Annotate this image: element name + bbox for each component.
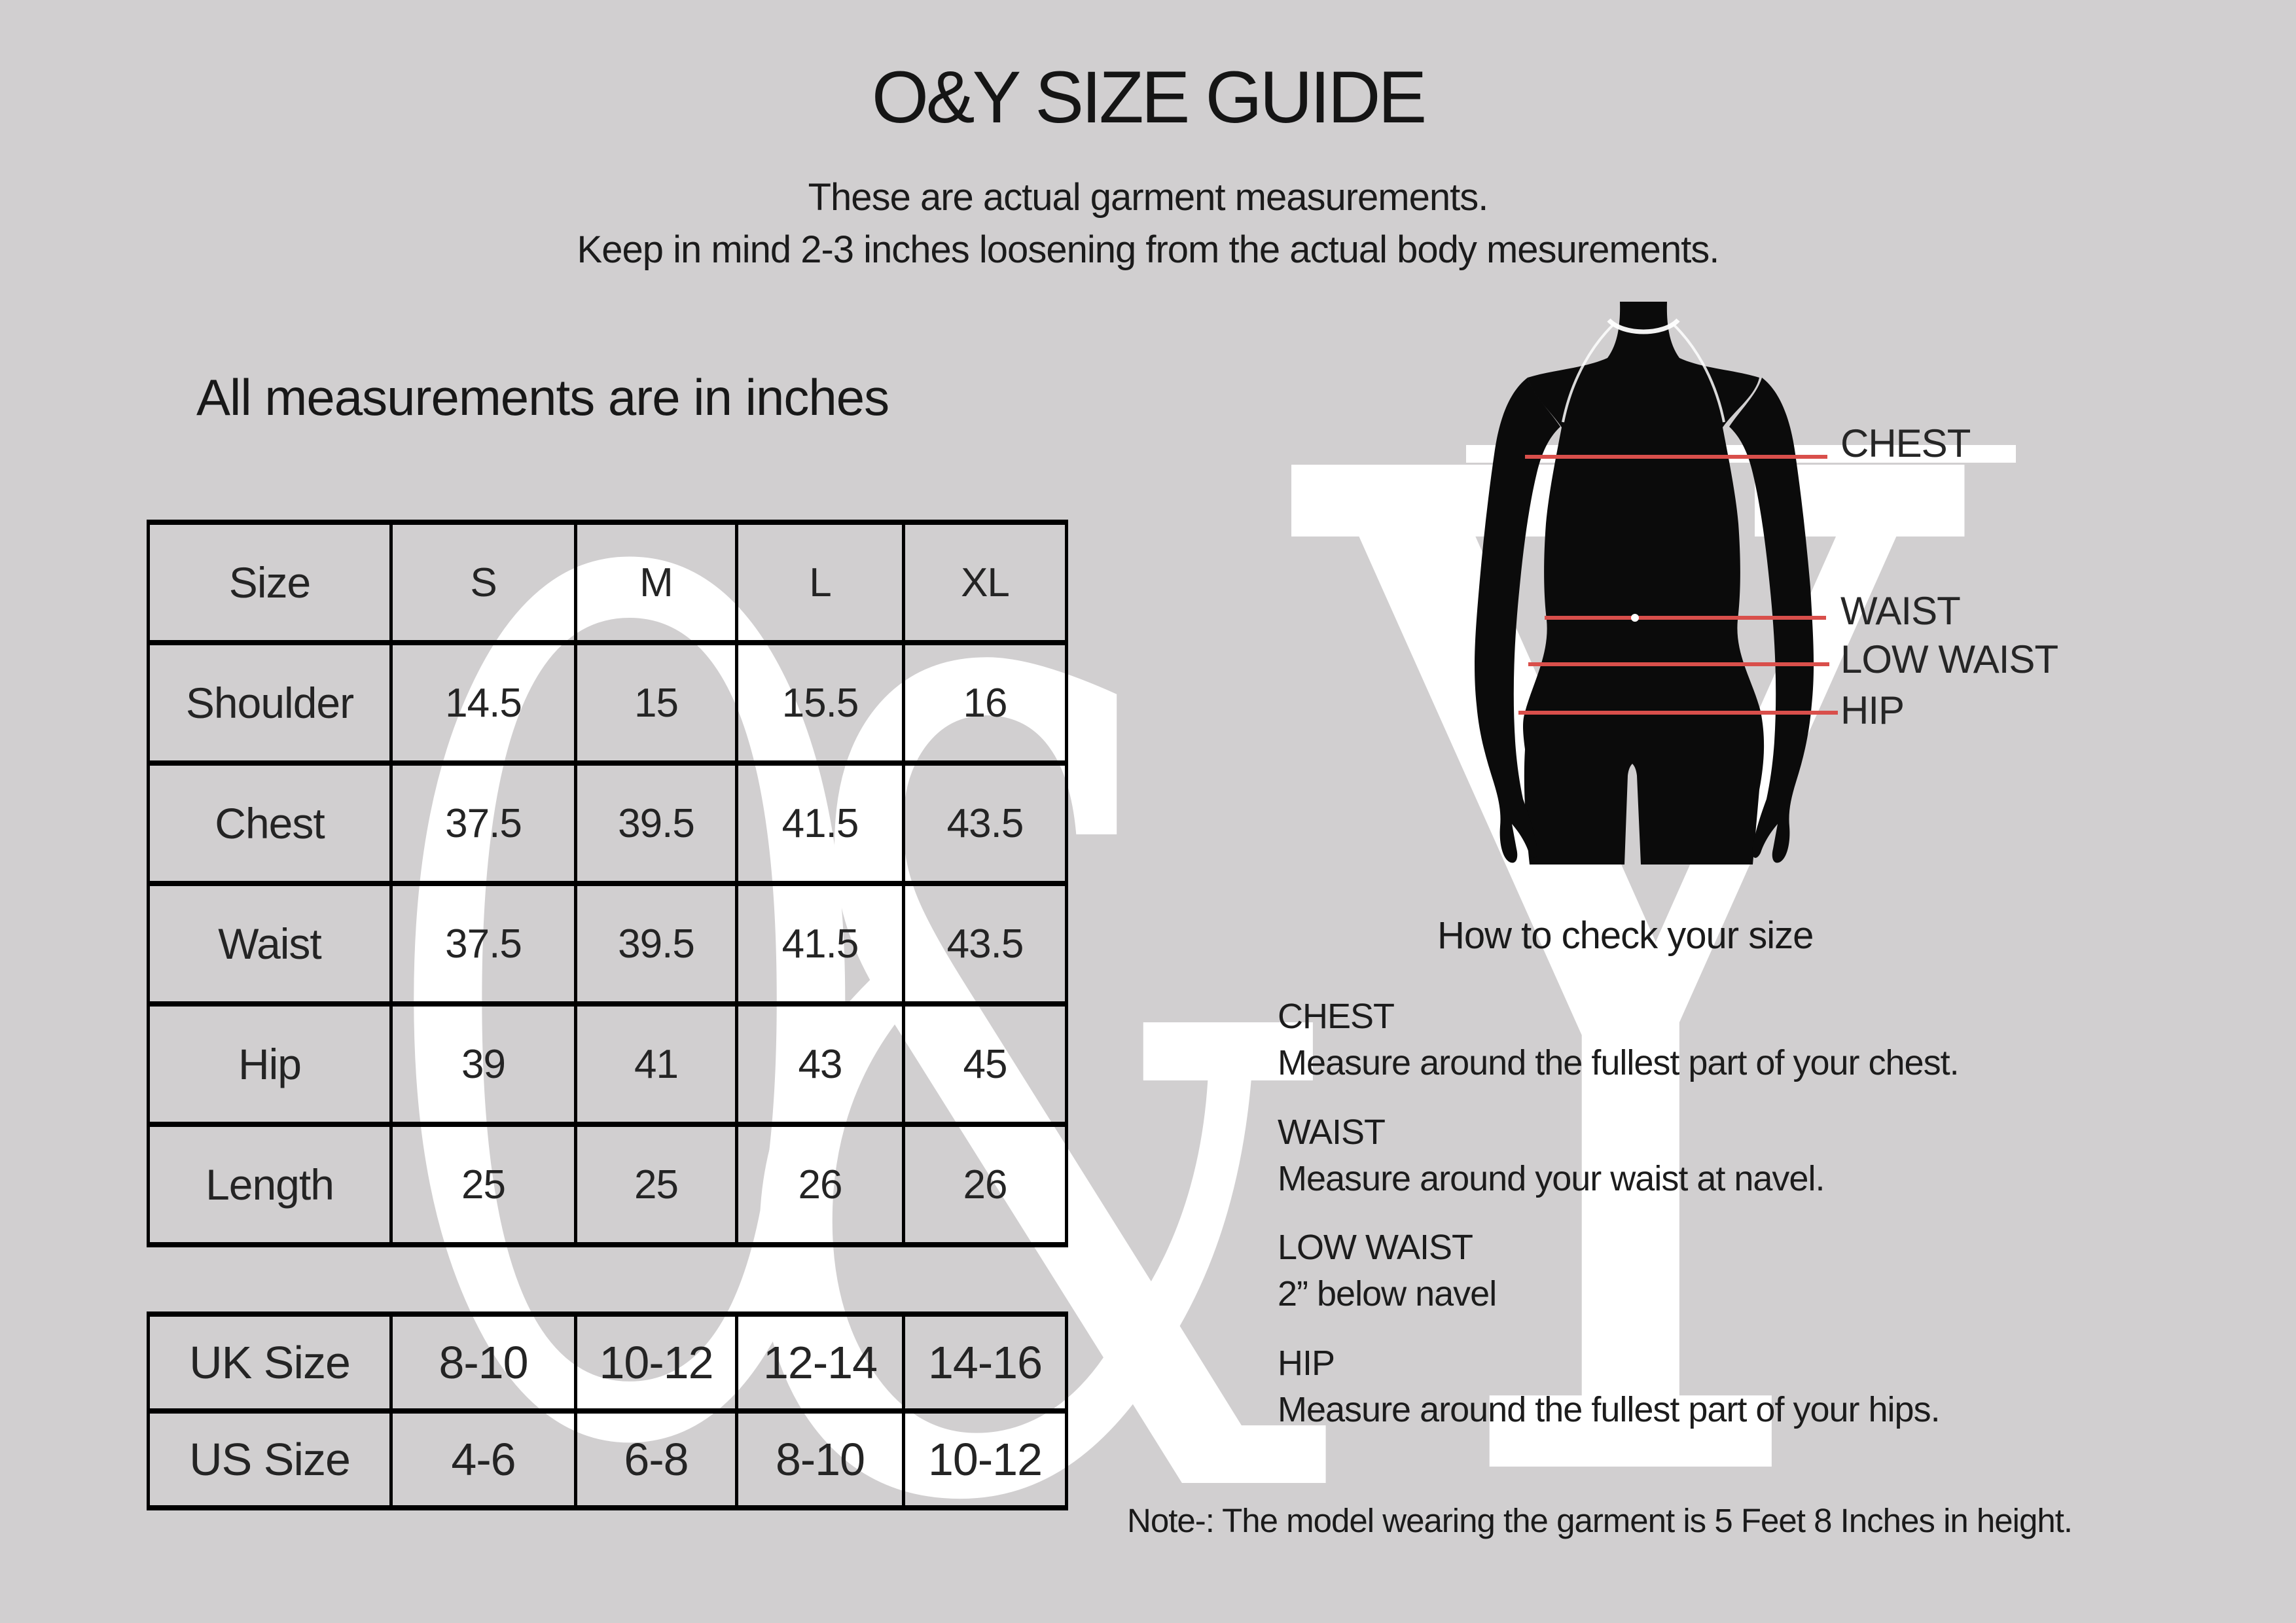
header-cell: XL (902, 520, 1068, 645)
value-cell: 4-6 (389, 1408, 577, 1510)
waist-label: WAIST (1840, 589, 1961, 633)
measure-description: Measure around your waist at navel. (1278, 1158, 1825, 1198)
value-cell: 26 (902, 1122, 1068, 1247)
body-silhouette-figure (1475, 302, 1814, 865)
row-label-cell: Length (147, 1122, 393, 1247)
value-cell: 10-12 (574, 1311, 738, 1414)
hip-label: HIP (1840, 688, 1905, 732)
table-row: UK Size 8-10 10-12 12-14 14-16 (147, 1311, 1068, 1414)
value-cell: 37.5 (389, 881, 577, 1007)
value-cell: 43.5 (902, 881, 1068, 1007)
measure-instruction: LOW WAIST 2” below navel (1278, 1224, 2296, 1318)
table-row: Shoulder 14.5 15 15.5 16 (147, 640, 1068, 766)
value-cell: 8-10 (389, 1311, 577, 1414)
garment-size-table: Size S M L XL Shoulder 14.5 15 15.5 16 Chest 37.5 39… (147, 520, 1068, 1247)
header-row: Size S M L XL (147, 520, 1068, 645)
value-cell: 41.5 (735, 760, 905, 886)
header-cell: L (735, 520, 905, 645)
table-row: Waist 37.5 39.5 41.5 43.5 (147, 881, 1068, 1007)
waist-measure-line (1545, 616, 1826, 620)
measure-instruction: HIP Measure around the fullest part of yo… (1278, 1340, 2296, 1434)
value-cell: 26 (735, 1122, 905, 1247)
left-shoulder-seam (1562, 323, 1615, 423)
measure-term: WAIST (1278, 1112, 1386, 1152)
row-label-cell: Waist (147, 881, 393, 1007)
measure-description: Measure around the fullest part of your … (1278, 1043, 1960, 1083)
left-arm-silhouette (1475, 378, 1560, 863)
chest-label: CHEST (1840, 421, 1971, 465)
value-cell: 37.5 (389, 760, 577, 886)
right-arm-silhouette (1729, 378, 1814, 863)
measure-term: HIP (1278, 1343, 1335, 1383)
value-cell: 12-14 (735, 1311, 905, 1414)
table-row: US Size 4-6 6-8 8-10 10-12 (147, 1408, 1068, 1510)
value-cell: 6-8 (574, 1408, 738, 1510)
how-to-instructions: CHEST Measure around the fullest part of … (1278, 993, 2296, 1455)
value-cell: 39.5 (574, 760, 738, 886)
page-title: O&Y SIZE GUIDE (871, 56, 1427, 138)
value-cell: 45 (902, 1001, 1068, 1127)
measure-instruction: CHEST Measure around the fullest part of … (1278, 993, 2296, 1087)
row-label-cell: US Size (147, 1408, 393, 1510)
row-label-cell: Shoulder (147, 640, 393, 766)
navel-dot (1631, 614, 1639, 622)
measure-term: CHEST (1278, 997, 1395, 1036)
value-cell: 43.5 (902, 760, 1068, 886)
value-cell: 43 (735, 1001, 905, 1127)
value-cell: 41.5 (735, 881, 905, 1007)
table-row: Length 25 25 26 26 (147, 1122, 1068, 1247)
value-cell: 8-10 (735, 1408, 905, 1510)
value-cell: 15.5 (735, 640, 905, 766)
hip-measure-line (1518, 711, 1838, 715)
value-cell: 25 (574, 1122, 738, 1247)
chest-measure-line (1525, 455, 1827, 459)
table-row: Hip 39 41 43 45 (147, 1001, 1068, 1127)
value-cell: 39.5 (574, 881, 738, 1007)
value-cell: 39 (389, 1001, 577, 1127)
subtitle-line-1: These are actual garment measurements. (808, 176, 1489, 219)
value-cell: 16 (902, 640, 1068, 766)
low-waist-measure-line (1528, 662, 1829, 666)
measure-instruction: WAIST Measure around your waist at navel. (1278, 1109, 2296, 1203)
header-cell: Size (147, 520, 393, 645)
measure-description: Measure around the fullest part of your … (1278, 1389, 1941, 1429)
subtitle-line-2: Keep in mind 2-3 inches loosening from t… (577, 228, 1720, 271)
value-cell: 14-16 (902, 1311, 1068, 1414)
measurements-units-heading: All measurements are in inches (196, 368, 889, 426)
value-cell: 14.5 (389, 640, 577, 766)
right-shoulder-seam (1672, 323, 1725, 423)
row-label-cell: Hip (147, 1001, 393, 1127)
low-waist-label: LOW WAIST (1840, 637, 2058, 681)
value-cell: 41 (574, 1001, 738, 1127)
table-row: Chest 37.5 39.5 41.5 43.5 (147, 760, 1068, 886)
torso-silhouette (1523, 302, 1765, 865)
value-cell: 15 (574, 640, 738, 766)
model-height-note: Note-: The model wearing the garment is … (1127, 1502, 2073, 1539)
measure-term: LOW WAIST (1278, 1228, 1473, 1268)
value-cell: 10-12 (902, 1408, 1068, 1510)
row-label-cell: UK Size (147, 1311, 393, 1414)
row-label-cell: Chest (147, 760, 393, 886)
size-conversion-table: UK Size 8-10 10-12 12-14 14-16 US Size 4-6 6-8 8… (147, 1311, 1068, 1510)
header-cell: M (574, 520, 738, 645)
header-cell: S (389, 520, 577, 645)
value-cell: 25 (389, 1122, 577, 1247)
how-to-heading: How to check your size (1437, 914, 1814, 957)
measure-description: 2” below navel (1278, 1274, 1497, 1314)
